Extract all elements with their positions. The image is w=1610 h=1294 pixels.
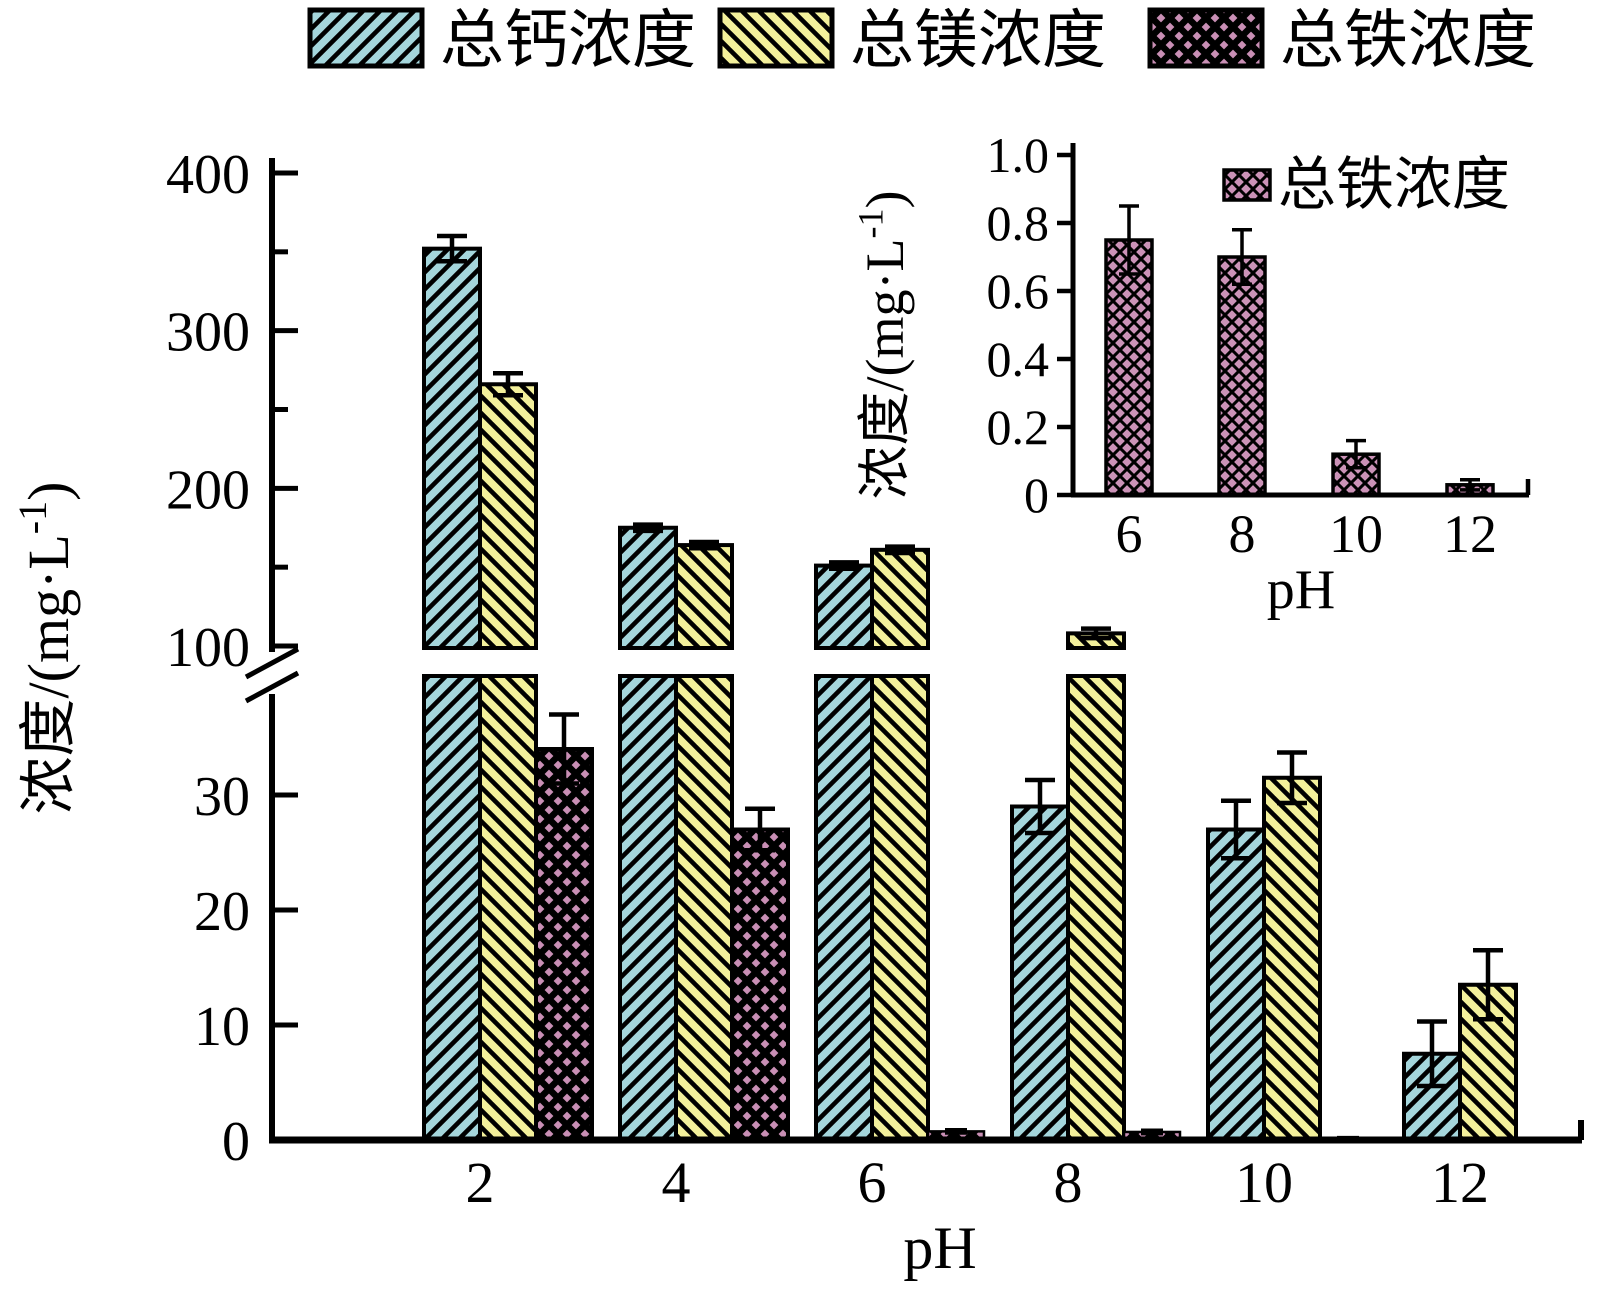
legend-item-iron: 总铁浓度 [1147, 5, 1536, 76]
inset-legend: 总铁浓度 [1222, 152, 1510, 217]
bar-calcium-ph4-upper-segment [618, 525, 678, 650]
bar-magnesium-ph10 [1262, 775, 1322, 1142]
inset-x-tick-label-12: 12 [1443, 504, 1497, 564]
legend-swatch-calcium [307, 7, 425, 69]
bar-calcium-ph10 [1206, 827, 1266, 1142]
main-y-tick-label-20: 20 [194, 881, 250, 943]
main-y-tick-label-30: 30 [194, 766, 250, 828]
inset-legend-swatch-iron [1222, 168, 1272, 202]
inset-x-axis-title: pH [1267, 559, 1335, 621]
inset-y-tick-label-0.4: 0.4 [987, 331, 1050, 387]
main-y-tick-label-300: 300 [166, 302, 250, 364]
inset-bar-iron-ph8 [1217, 255, 1267, 497]
inset-y-tick-label-0: 0 [1024, 467, 1049, 523]
inset-y-tick-label-0.8: 0.8 [987, 195, 1050, 251]
inset-chart: 0 0.2 0.4 0.6 0.8 1.0 6 8 10 12 pH 浓度/(mg·L-1) [850, 127, 1531, 621]
bar-calcium-ph6-upper-segment [814, 563, 874, 651]
main-y-tick-label-200: 200 [166, 459, 250, 521]
bar-calcium-ph2-upper-segment [422, 246, 482, 650]
bar-magnesium-ph2-upper-segment [478, 382, 538, 650]
legend-swatch-magnesium [717, 7, 835, 69]
legend-item-magnesium: 总镁浓度 [717, 5, 1106, 76]
inset-y-tick-label-0.6: 0.6 [987, 263, 1050, 319]
main-y-tick-label-400: 400 [166, 144, 250, 206]
bar-calcium-ph4-lower-segment [618, 674, 678, 1142]
main-x-axis-title: pH [903, 1215, 976, 1281]
main-x-tick-label-10: 10 [1235, 1150, 1293, 1215]
main-x-tick-label-6: 6 [858, 1150, 887, 1215]
legend-label-calcium: 总钙浓度 [440, 5, 696, 76]
series-calcium [422, 233, 1462, 1142]
legend-label-iron: 总铁浓度 [1280, 5, 1536, 76]
inset-y-axis-title: 浓度/(mg·L-1) [850, 191, 915, 500]
bar-calcium-ph8 [1010, 804, 1070, 1142]
legend-swatch-iron [1147, 7, 1265, 69]
inset-x-tick-label-10: 10 [1329, 504, 1383, 564]
bar-calcium-ph2-lower-segment [422, 674, 482, 1142]
main-x-tick-label-2: 2 [466, 1150, 495, 1215]
main-y-axis-title: 浓度/(mg·L-1) [10, 482, 81, 815]
main-x-tick-label-12: 12 [1431, 1150, 1489, 1215]
legend-item-calcium: 总钙浓度 [307, 5, 696, 76]
inset-x-tick-label-6: 6 [1116, 504, 1143, 564]
inset-x-tick-label-8: 8 [1229, 504, 1256, 564]
main-x-tick-label-4: 4 [662, 1150, 691, 1215]
bar-iron-ph4 [730, 827, 790, 1142]
bar-magnesium-ph6-lower-segment [870, 674, 930, 1142]
main-y-tick-label-0: 0 [222, 1111, 250, 1173]
legend-label-magnesium: 总镁浓度 [850, 5, 1106, 76]
bar-magnesium-ph4-upper-segment [674, 543, 734, 650]
series-magnesium [478, 370, 1518, 1142]
inset-legend-label-iron: 总铁浓度 [1278, 152, 1510, 217]
bar-magnesium-ph6-upper-segment [870, 547, 930, 650]
main-legend: 总钙浓度 总镁浓度 总铁浓度 [307, 5, 1536, 76]
inset-y-tick-label-0.2: 0.2 [987, 399, 1050, 455]
inset-bar-iron-ph6 [1104, 238, 1154, 497]
inset-y-tick-label-1.0: 1.0 [987, 127, 1050, 183]
main-x-tick-label-8: 8 [1054, 1150, 1083, 1215]
bar-magnesium-ph2-lower-segment [478, 674, 538, 1142]
axis-break-slash-1 [244, 646, 300, 680]
main-y-tick-label-100: 100 [166, 617, 250, 679]
bar-magnesium-ph8-lower-segment [1066, 674, 1126, 1142]
bar-magnesium-ph4-lower-segment [674, 674, 734, 1142]
axis-break-slash-2 [244, 670, 300, 704]
bar-calcium-ph6-lower-segment [814, 674, 874, 1142]
main-y-tick-label-10: 10 [194, 996, 250, 1058]
bar-iron-ph2 [534, 747, 594, 1142]
